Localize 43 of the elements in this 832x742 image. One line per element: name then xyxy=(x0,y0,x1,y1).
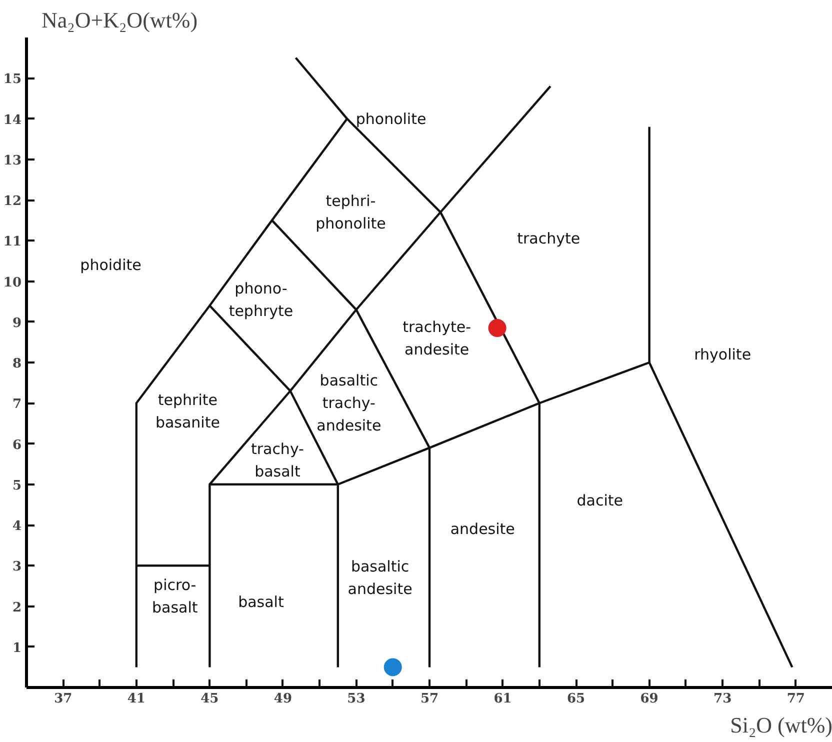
x-tick-label: 53 xyxy=(347,692,366,706)
x-axis-title: Si₂O (wt%) xyxy=(730,712,832,738)
y-tick-label: 11 xyxy=(3,234,22,250)
annotation: phoidite xyxy=(80,256,142,274)
y-tick-label: 12 xyxy=(3,194,22,209)
y-tick-label: 2 xyxy=(12,600,22,616)
annotation: basaltic trachy- andesite xyxy=(316,372,382,435)
y-axis-title: Na₂O+K₂O(wt%) xyxy=(42,8,198,32)
annotation: tephri- phonolite xyxy=(316,192,386,232)
y-tick-label: 13 xyxy=(3,153,22,168)
y-tick-label: 15 xyxy=(3,72,22,88)
y-tick-label: 4 xyxy=(12,519,22,534)
annotation: rhyolite xyxy=(694,345,752,364)
annotation: tephrite basanite xyxy=(155,391,220,432)
x-tick-label: 77 xyxy=(786,692,805,706)
x-tick-label: 45 xyxy=(200,692,219,706)
y-tick-label: 8 xyxy=(12,356,22,372)
annotation: trachyte- andesite xyxy=(402,318,472,358)
y-tick-label: 3 xyxy=(12,560,22,575)
x-tick-label: 69 xyxy=(640,692,658,706)
y-tick-label: 14 xyxy=(3,112,22,128)
x-tick-label: 73 xyxy=(714,692,732,706)
y-tick-label: 5 xyxy=(12,478,22,494)
annotation: basaltic andesite xyxy=(348,558,412,598)
x-tick-label: 61 xyxy=(494,692,512,706)
x-tick-label: 65 xyxy=(567,692,586,706)
annotation: andesite xyxy=(450,520,515,538)
x-tick-label: 37 xyxy=(54,692,72,706)
x-tick-label: 49 xyxy=(274,692,292,706)
y-tick-label: 10 xyxy=(3,275,22,290)
y-tick-label: 1 xyxy=(12,640,22,656)
annotation: phono- tephryte xyxy=(228,279,294,320)
y-tick-label: 6 xyxy=(12,438,22,453)
x-tick-label: 41 xyxy=(127,692,146,706)
x-tick-label: 57 xyxy=(420,692,439,706)
annotation: dacite xyxy=(576,492,623,510)
y-tick-label: 7 xyxy=(12,397,22,412)
annotation: trachyte xyxy=(517,230,580,248)
annotation: basalt xyxy=(238,593,284,612)
annotation: trachy- basalt xyxy=(250,440,304,480)
y-tick-label: 9 xyxy=(12,316,22,331)
annotation: phonolite xyxy=(356,110,426,128)
annotation: picro- basalt xyxy=(152,576,198,616)
